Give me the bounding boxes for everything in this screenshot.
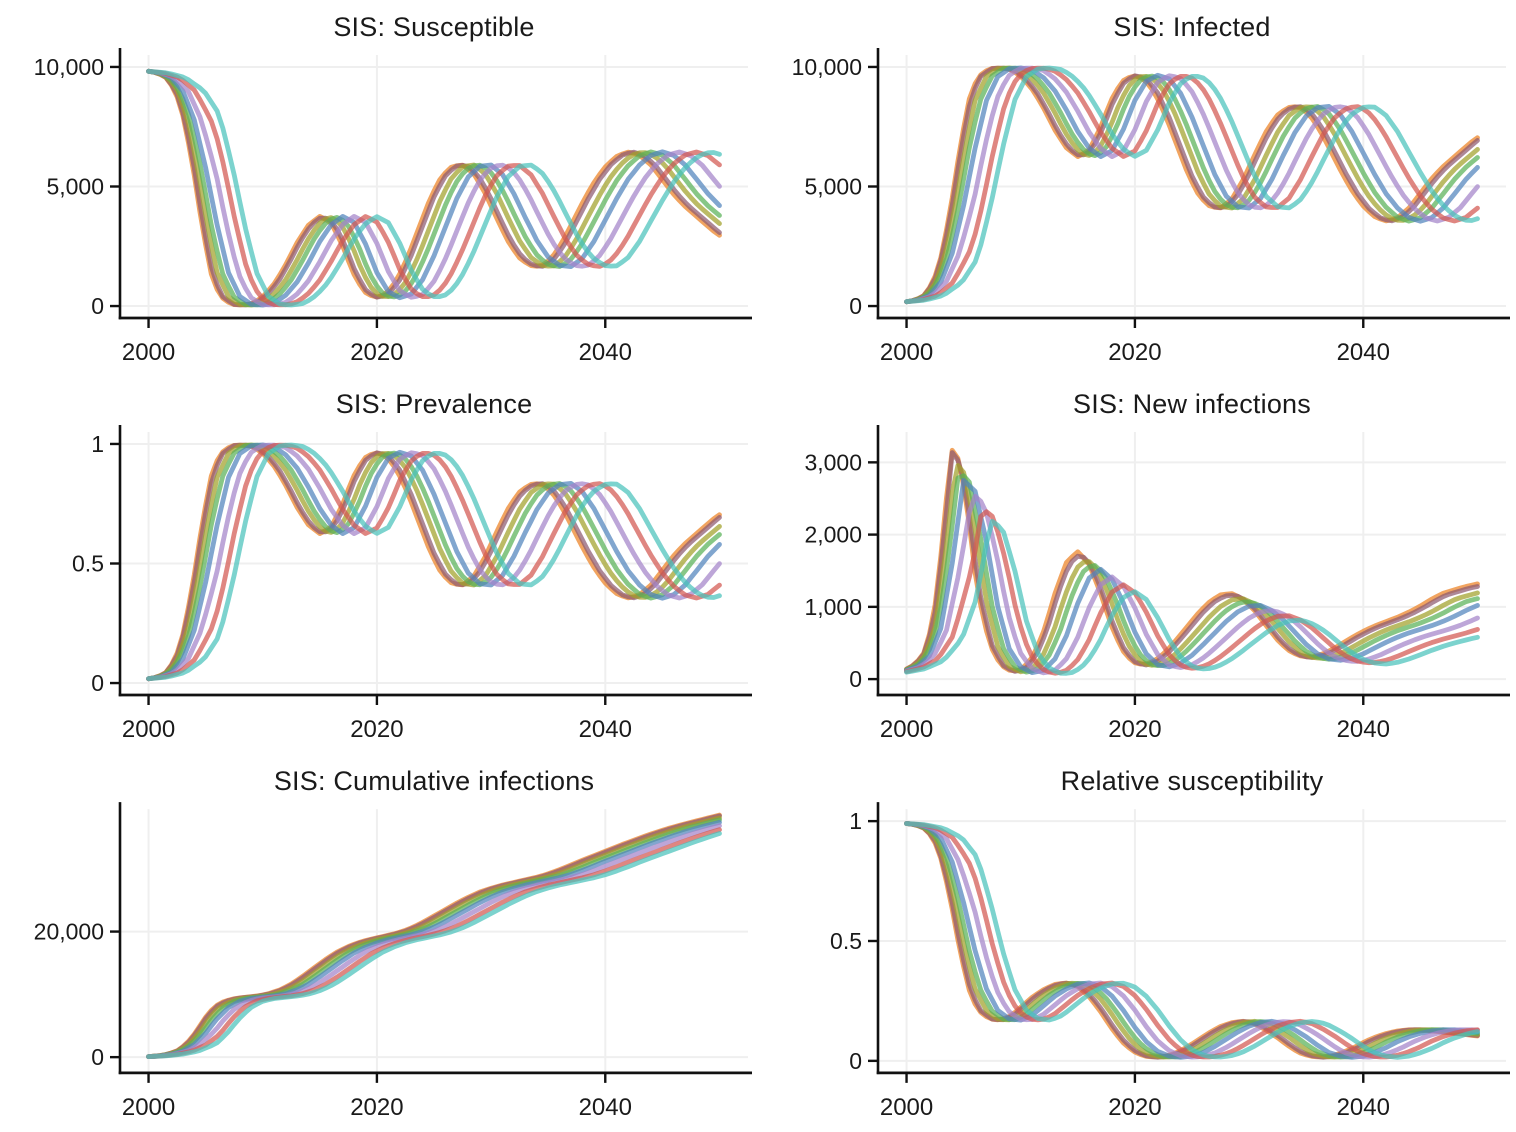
panel-sis-infected: 0 5,000 10,000 2000 2020 2040 SIS: Infected — [758, 0, 1516, 377]
y-tick-label: 0 — [849, 666, 862, 692]
series-line-sim-turquoise — [146, 831, 722, 1060]
x-tick-label: 2000 — [122, 1094, 175, 1121]
y-tick-label: 10,000 — [34, 54, 104, 80]
series-line-sim-green — [146, 442, 722, 682]
y-tick-label: 3,000 — [804, 449, 862, 475]
series-line-sim-lavender — [146, 823, 722, 1060]
series-line-sim-turquoise — [146, 442, 722, 682]
plot-sis-infected: 0 5,000 10,000 2000 2020 2040 — [792, 48, 1510, 366]
panel-title-sis-susceptible: SIS: Susceptible — [333, 12, 535, 42]
x-tick-label: 2020 — [1108, 1094, 1161, 1121]
x-tick-label: 2000 — [122, 716, 175, 743]
series-line-sim-orange — [146, 68, 722, 308]
panel-sis-cumulative-infections: 0 20,000 2000 2020 2040 SIS: Cumulative infe… — [0, 754, 758, 1132]
x-tick-label: 2000 — [880, 716, 933, 743]
y-tick-label: 0 — [91, 670, 104, 696]
y-tick-label: 1,000 — [804, 594, 862, 620]
series-line-sim-green — [146, 68, 722, 308]
series-line-sim-blue — [904, 65, 1480, 305]
y-tick-label: 0 — [91, 1044, 104, 1070]
x-tick-label: 2020 — [350, 716, 403, 743]
x-tick-label: 2020 — [1108, 339, 1161, 366]
series-line-sim-blue — [146, 442, 722, 682]
y-tick-label: 1 — [91, 431, 104, 457]
y-tick-label: 0.5 — [72, 551, 104, 577]
panel-title-sis-prevalence: SIS: Prevalence — [335, 389, 533, 419]
panel-sis-new-infections: 0 1,000 2,000 3,000 2000 2020 2040 SIS: New in… — [758, 377, 1516, 754]
panel-relative-susceptibility: 0 0.5 1 2000 2020 2040 Relative susceptibilit… — [758, 754, 1516, 1132]
series-line-sim-turquoise — [904, 821, 1480, 1060]
plot-sis-susceptible: 0 5,000 10,000 2000 2020 2040 — [34, 48, 752, 366]
plot-sis-new-infections: 0 1,000 2,000 3,000 2000 2020 2040 — [804, 425, 1510, 743]
x-tick-label: 2000 — [122, 339, 175, 366]
x-tick-label: 2040 — [579, 1094, 632, 1121]
series-line-sim-lavender — [904, 65, 1480, 305]
series-line-sim-orange — [146, 442, 722, 682]
x-tick-label: 2020 — [1108, 716, 1161, 743]
panel-sis-susceptible: 0 5,000 10,000 2000 2020 2040 SIS: Susceptibl… — [0, 0, 758, 377]
x-tick-label: 2040 — [1337, 716, 1390, 743]
x-tick-label: 2040 — [579, 716, 632, 743]
series-line-sim-blue — [146, 819, 722, 1060]
y-tick-label: 2,000 — [804, 522, 862, 548]
series-line-sim-olive — [904, 463, 1480, 675]
y-tick-label: 5,000 — [46, 174, 104, 200]
series-line-sim-turquoise — [146, 68, 722, 308]
x-tick-label: 2000 — [880, 1094, 933, 1121]
series-line-sim-turquoise — [904, 518, 1480, 676]
series-line-sim-lavender — [146, 68, 722, 308]
y-tick-label: 0 — [91, 293, 104, 319]
plot-relative-susceptibility: 0 0.5 1 2000 2020 2040 — [830, 802, 1510, 1121]
panel-title-sis-infected: SIS: Infected — [1113, 12, 1271, 42]
x-tick-label: 2020 — [350, 1094, 403, 1121]
series-line-sim-turquoise — [904, 65, 1480, 305]
panel-title-relative-susceptibility: Relative susceptibility — [1060, 766, 1324, 796]
y-tick-label: 1 — [849, 808, 862, 834]
plot-sis-prevalence: 0 0.5 1 2000 2020 2040 — [72, 425, 752, 743]
series-line-sim-green — [904, 65, 1480, 305]
y-tick-label: 20,000 — [34, 919, 104, 945]
y-tick-label: 0 — [849, 1048, 862, 1074]
series-line-sim-green — [904, 473, 1480, 675]
x-tick-label: 2000 — [880, 339, 933, 366]
x-tick-label: 2020 — [350, 339, 403, 366]
y-tick-label: 0 — [849, 293, 862, 319]
series-line-sim-lavender — [146, 442, 722, 682]
panel-title-sis-new-infections: SIS: New infections — [1073, 389, 1311, 419]
x-tick-label: 2040 — [1337, 1094, 1390, 1121]
plot-sis-cumulative-infections: 0 20,000 2000 2020 2040 — [34, 802, 752, 1121]
x-tick-label: 2040 — [579, 339, 632, 366]
series-line-sim-orange — [904, 65, 1480, 305]
panel-title-sis-cumulative-infections: SIS: Cumulative infections — [273, 766, 595, 796]
series-line-sim-mauve — [904, 450, 1480, 674]
panel-sis-prevalence: 0 0.5 1 2000 2020 2040 SIS: Prevalence — [0, 377, 758, 754]
x-tick-label: 2040 — [1337, 339, 1390, 366]
series-line-sim-blue — [146, 68, 722, 308]
series-line-sim-blue — [904, 478, 1480, 676]
y-tick-label: 5,000 — [804, 174, 862, 200]
y-tick-label: 10,000 — [792, 54, 862, 80]
y-tick-label: 0.5 — [830, 928, 862, 954]
